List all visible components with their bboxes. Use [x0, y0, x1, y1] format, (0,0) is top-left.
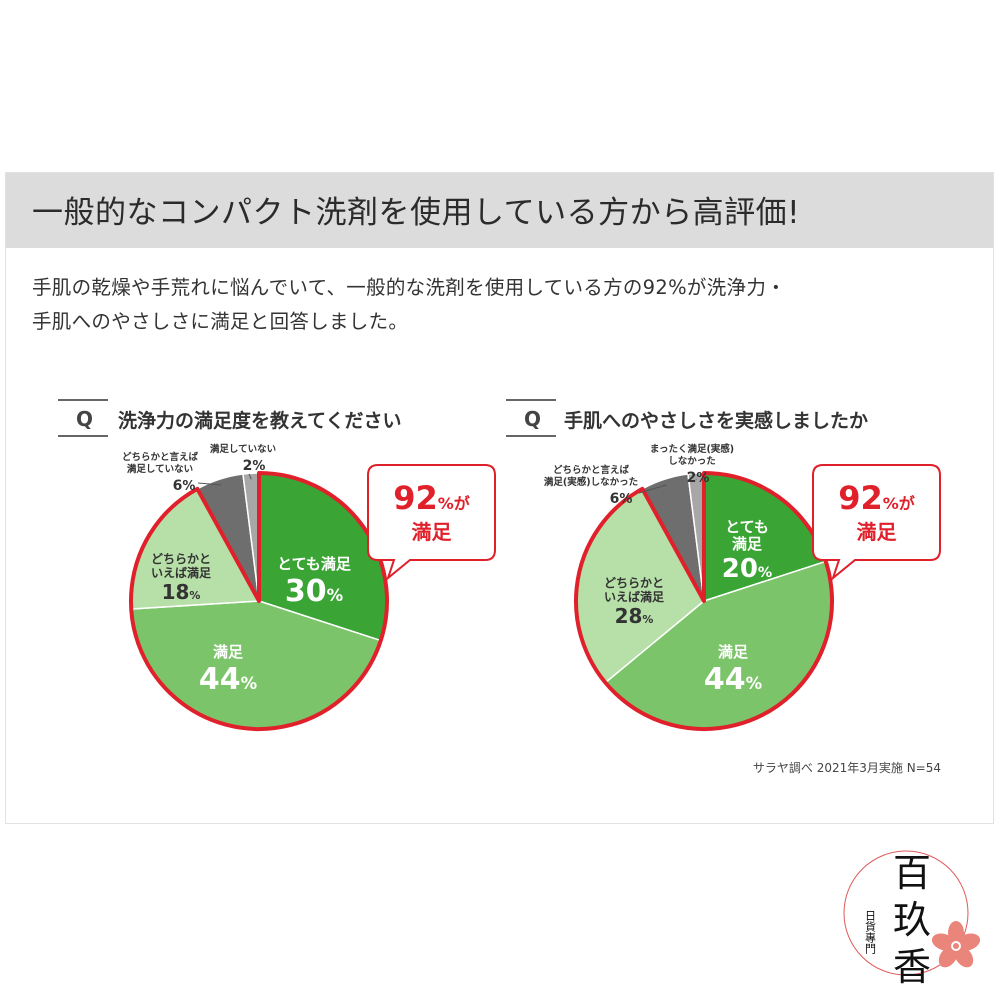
pie-chart-1: とても満足30%満足44%どちらかといえば満足18%どちらかと言えば満足していな…: [122, 443, 496, 731]
pie-2-label-1: とても満足: [725, 518, 769, 553]
pie-1-value-2: 44%: [199, 662, 258, 697]
pie-1-value-4: 6%: [173, 478, 196, 494]
pie-2-value-1: 20%: [722, 554, 773, 584]
pie-2-callout-bubble: [812, 464, 941, 581]
pie-2-label-3: どちらかといえば満足: [604, 576, 664, 604]
pie-1-label-4: どちらかと言えば満足していない: [122, 451, 199, 475]
pie-2-callout-label: 満足: [857, 520, 898, 544]
pie-1-callout-value: 92%が: [393, 479, 470, 517]
description-line-2: 手肌へのやさしさに満足と回答しました。: [32, 310, 409, 333]
description: 手肌の乾燥や手荒れに悩んでいて、一般的な洗剤を使用している方の92%が洗浄力・ …: [32, 271, 972, 339]
pie-1-label-5: 満足していない: [210, 443, 276, 455]
chart-2-title: 手肌へのやさしさを実感しましたか: [564, 410, 869, 432]
question-mark-2: Q: [524, 407, 542, 431]
pie-2-leader-4: [638, 484, 667, 494]
pie-1-callout-label: 満足: [412, 520, 453, 544]
question-box-1: [58, 399, 108, 437]
pie-1-leader-5: [248, 473, 252, 480]
pie-2-label-4: どちらかと言えば満足(実感)しなかった: [544, 464, 638, 488]
pie-chart-2: とても満足20%満足44%どちらかといえば満足28%どちらかと言えば満足(実感)…: [544, 443, 941, 731]
pie-2-value-3: 28%: [615, 604, 654, 628]
pie-1-label-3: どちらかといえば満足: [151, 552, 211, 580]
pie-1-value-3: 18%: [162, 580, 201, 604]
pie-1-satisfied-outline: [129, 471, 389, 731]
stamp-char-3: 香: [893, 945, 931, 988]
info-card: 一般的なコンパクト洗剤を使用している方から高評価! 手肌の乾燥や手荒れに悩んでい…: [5, 172, 994, 824]
title-banner: 一般的なコンパクト洗剤を使用している方から高評価!: [6, 173, 993, 248]
pie-1-value-1: 30%: [285, 574, 344, 609]
source-note: サラヤ調べ 2021年3月実施 N=54: [752, 761, 941, 775]
question-box-2: [506, 399, 556, 437]
pie-1-leader-4: [197, 482, 222, 486]
pie-2-label-2: 満足: [718, 643, 749, 661]
pie-2-callout-value: 92%が: [838, 479, 915, 517]
stamp-circle: [843, 850, 969, 976]
pie-2-value-2: 44%: [704, 662, 763, 697]
pie-2-value-4: 6%: [610, 491, 633, 507]
pie-2-label-5: まったく満足(実感)しなかった: [650, 443, 734, 467]
description-line-1: 手肌の乾燥や手荒れに悩んでいて、一般的な洗剤を使用している方の92%が洗浄力・: [32, 276, 786, 299]
pie-1-label-2: 満足: [213, 643, 244, 661]
shop-stamp-logo: 百 玖 香 日貨專門: [843, 850, 981, 988]
pie-1-value-5: 2%: [243, 458, 266, 474]
pie-1-callout-bubble: [367, 464, 496, 581]
stamp-char-1: 百: [893, 851, 931, 895]
stamp-char-2: 玖: [893, 898, 931, 942]
chart-1-title: 洗浄力の満足度を教えてください: [118, 410, 402, 432]
pie-2-satisfied-outline: [574, 471, 834, 731]
pie-1-label-1: とても満足: [277, 555, 352, 573]
pie-2-value-5: 2%: [687, 470, 710, 486]
question-mark-1: Q: [76, 407, 94, 431]
stamp-small-text: 日貨專門: [864, 910, 877, 955]
page-title: 一般的なコンパクト洗剤を使用している方から高評価!: [32, 195, 800, 231]
sakura-flower-icon: [931, 921, 981, 968]
